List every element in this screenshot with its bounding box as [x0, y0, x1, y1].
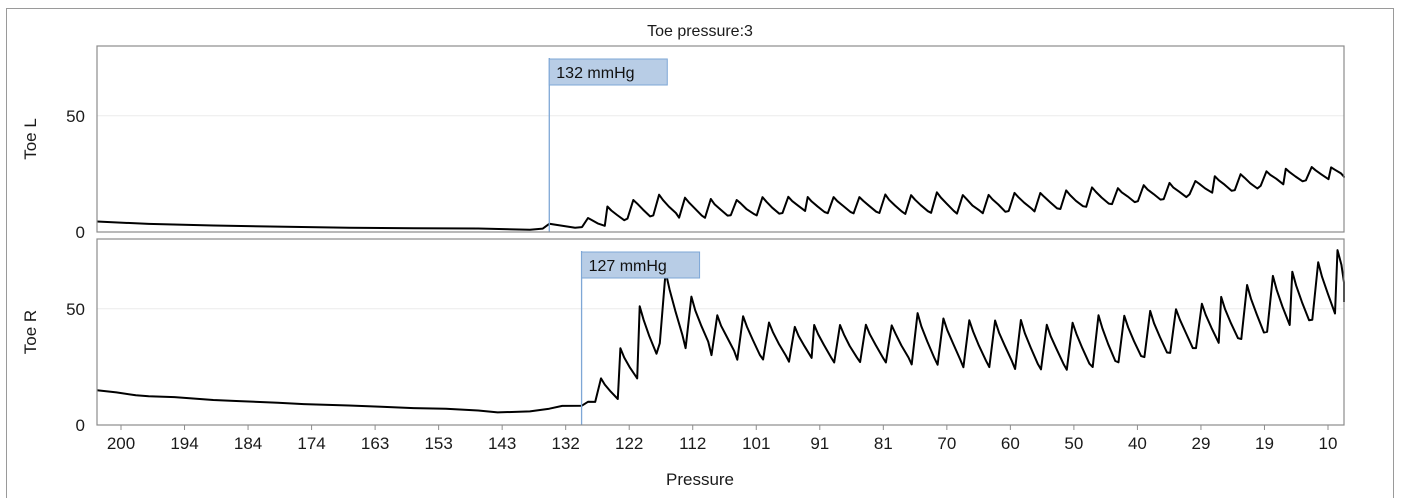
x-tick-label: 81 — [874, 434, 893, 453]
chart-title: Toe pressure:3 — [647, 23, 753, 40]
marker-label: 132 mmHg — [556, 65, 634, 82]
x-tick-label: 163 — [361, 434, 389, 453]
panel-border — [96, 238, 1345, 426]
marker-label: 127 mmHg — [589, 258, 667, 275]
x-tick-label: 143 — [488, 434, 516, 453]
x-axis-label: Pressure — [666, 470, 734, 489]
x-tick-label: 91 — [810, 434, 829, 453]
x-tick-label: 132 — [551, 434, 579, 453]
panel-toe-r: 0 50 Toe R 127 mmHg — [21, 238, 1345, 435]
y-tick-label: 50 — [66, 300, 85, 319]
x-tick-label: 101 — [742, 434, 770, 453]
x-tick-label: 70 — [937, 434, 956, 453]
panel-border — [96, 45, 1345, 233]
panel-toe-l: 0 50 Toe L 132 mmHg — [21, 45, 1345, 242]
x-tick-label: 112 — [679, 434, 706, 453]
y-tick-label: 50 — [66, 107, 85, 126]
x-tick-label: 184 — [234, 434, 262, 453]
x-tick-label: 153 — [424, 434, 452, 453]
x-tick-label: 50 — [1064, 434, 1083, 453]
x-tick-label: 60 — [1001, 434, 1020, 453]
x-axis-ticks: 200 194 184 174 163 153 143 132 122 112 101 91 81 70 6… — [107, 425, 1338, 453]
x-tick-label: 174 — [297, 434, 325, 453]
y-tick-label: 0 — [76, 416, 85, 435]
marker-label-box — [548, 58, 668, 86]
y-axis-label: Toe L — [21, 118, 40, 160]
chart-frame — [6, 8, 1394, 498]
x-tick-label: 19 — [1255, 434, 1274, 453]
x-tick-label: 10 — [1319, 434, 1338, 453]
y-tick-label: 0 — [76, 223, 85, 242]
marker-label-box — [581, 251, 701, 279]
series-line — [96, 166, 1345, 231]
x-tick-label: 194 — [170, 434, 198, 453]
series-line — [96, 249, 1345, 414]
x-tick-label: 122 — [615, 434, 643, 453]
chart-panels: 0 50 Toe L 132 mmHg 0 50 Toe R 127 mmHg — [21, 45, 1345, 435]
x-tick-label: 29 — [1191, 434, 1210, 453]
x-tick-label: 200 — [107, 434, 135, 453]
x-tick-label: 40 — [1128, 434, 1147, 453]
y-axis-label: Toe R — [21, 310, 40, 354]
